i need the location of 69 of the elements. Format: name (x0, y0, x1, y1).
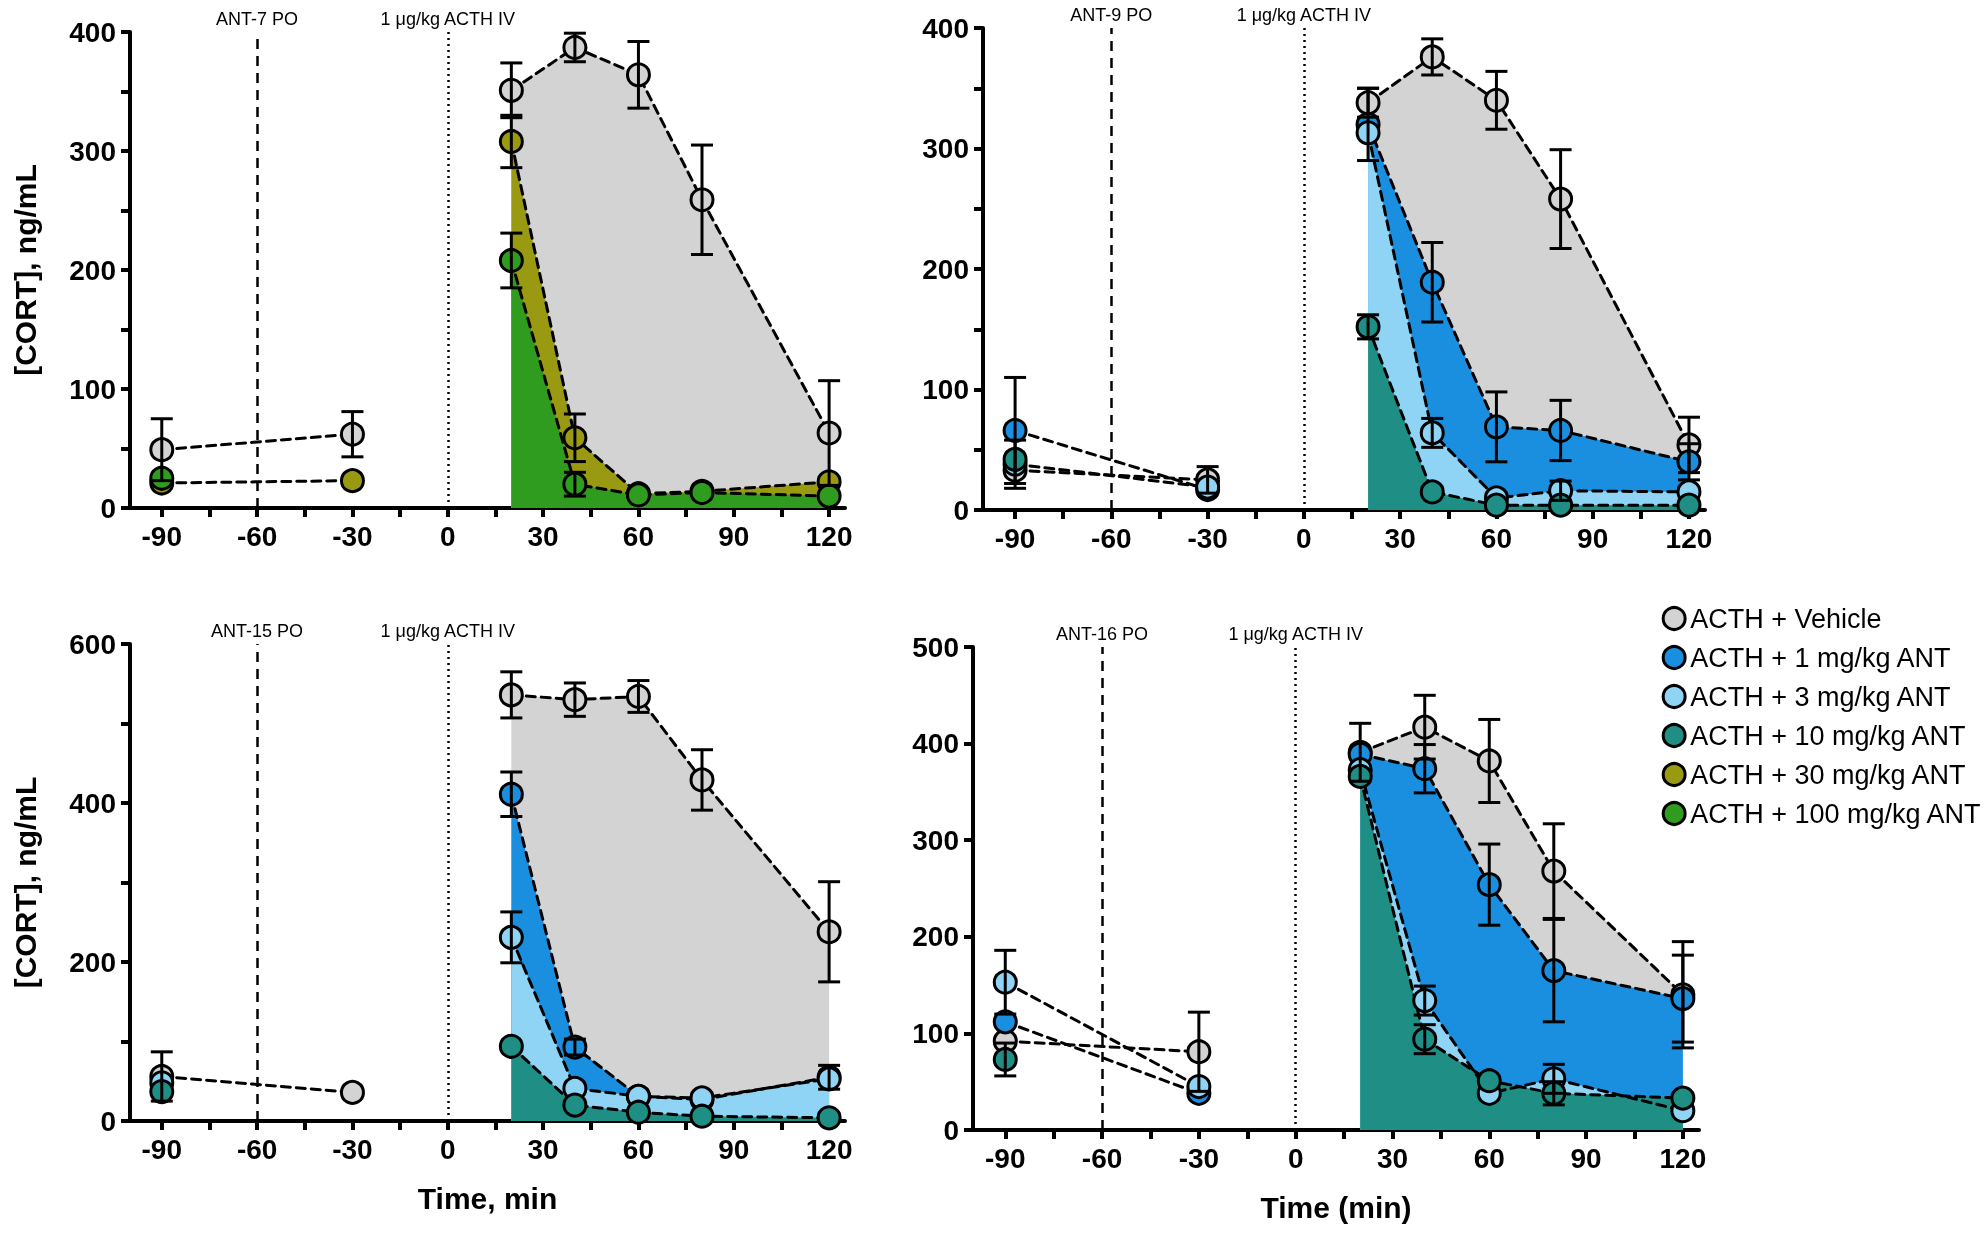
legend-label: ACTH + 100 mg/kg ANT (1690, 798, 1981, 829)
y-tick-label: 300 (922, 133, 969, 164)
legend-label: ACTH + 30 mg/kg ANT (1690, 759, 1966, 790)
x-tick-label: -90 (141, 520, 183, 552)
ref-line-label: 1 μg/kg ACTH IV (1228, 624, 1363, 644)
x-tick-label: 120 (1659, 1142, 1707, 1174)
x-tick-label: 90 (718, 520, 750, 552)
x-tick-label: -90 (994, 522, 1036, 554)
ref-line-label: ANT-16 PO (1056, 624, 1149, 644)
x-tick-label: 60 (622, 520, 655, 552)
y-tick-label: 300 (912, 824, 959, 856)
x-tick-label: -60 (236, 1133, 278, 1165)
x-tick-label: -30 (1187, 522, 1228, 554)
x-tick-label: -30 (1178, 1142, 1220, 1174)
y-tick-label: 400 (912, 728, 959, 760)
x-tick-label: 0 (1287, 1142, 1304, 1174)
ref-line-label: 1 μg/kg ACTH IV (380, 9, 515, 29)
legend-label: ACTH + 3 mg/kg ANT (1690, 681, 1951, 712)
x-tick-label: 90 (1570, 1142, 1602, 1174)
x-tick-label: -30 (332, 1133, 373, 1165)
x-tick-label: 0 (439, 520, 456, 552)
x-tick-label: 0 (439, 1133, 456, 1165)
x-tick-label: 30 (527, 1133, 559, 1165)
y-tick-label: 400 (69, 16, 116, 48)
y-tick-label: 100 (69, 373, 116, 405)
y-tick-label: 200 (69, 946, 116, 978)
ref-line-label: ANT-15 PO (211, 621, 304, 641)
legend-label: ACTH + Vehicle (1690, 603, 1882, 634)
x-tick-label: -30 (332, 520, 373, 552)
x-tick-label: 30 (1376, 1142, 1409, 1174)
x-tick-label: 90 (1577, 522, 1609, 554)
x-tick-label: 30 (1384, 522, 1416, 554)
y-tick-label: 0 (100, 1105, 116, 1137)
y-tick-label: 200 (922, 253, 969, 285)
y-axis-title: [CORT], ng/mL (8, 776, 42, 989)
ref-line-label: ANT-9 PO (1070, 5, 1153, 25)
x-tick-label: -60 (1081, 1142, 1123, 1174)
x-tick-label: 90 (718, 1133, 750, 1165)
ref-line-label: 1 μg/kg ACTH IV (1236, 5, 1372, 25)
legend-label: ACTH + 10 mg/kg ANT (1690, 720, 1966, 751)
y-tick-label: 200 (69, 254, 116, 286)
y-tick-label: 100 (912, 1017, 959, 1049)
x-tick-label: 120 (805, 520, 853, 552)
x-tick-label: -60 (1091, 522, 1132, 554)
x-tick-label: -90 (141, 1133, 183, 1165)
x-tick-label: 30 (527, 520, 559, 552)
legend-label: ACTH + 1 mg/kg ANT (1690, 642, 1951, 673)
y-tick-label: 400 (69, 787, 116, 819)
y-tick-label: 600 (69, 628, 116, 660)
x-tick-label: 120 (805, 1133, 853, 1165)
y-tick-label: 300 (69, 135, 116, 167)
y-tick-label: 0 (100, 492, 116, 524)
ref-line-label: 1 μg/kg ACTH IV (380, 621, 515, 641)
y-tick-label: 500 (912, 631, 959, 663)
x-tick-label: -60 (236, 520, 278, 552)
x-tick-label: 60 (1480, 522, 1512, 554)
y-axis-title: [CORT], ng/mL (8, 164, 42, 376)
ref-line-label: ANT-7 PO (216, 9, 299, 29)
x-tick-label: -90 (985, 1142, 1026, 1174)
x-tick-label: 120 (1665, 522, 1713, 554)
x-tick-label: 60 (1473, 1142, 1505, 1174)
y-tick-label: 400 (922, 12, 969, 44)
x-tick-label: 60 (622, 1133, 655, 1165)
y-tick-label: 200 (912, 921, 959, 953)
y-tick-label: 100 (922, 374, 969, 405)
x-tick-label: 0 (1296, 522, 1312, 554)
x-axis-title: Time, min (417, 1181, 558, 1215)
y-tick-label: 0 (953, 494, 969, 526)
x-axis-title: Time (min) (1260, 1190, 1412, 1224)
